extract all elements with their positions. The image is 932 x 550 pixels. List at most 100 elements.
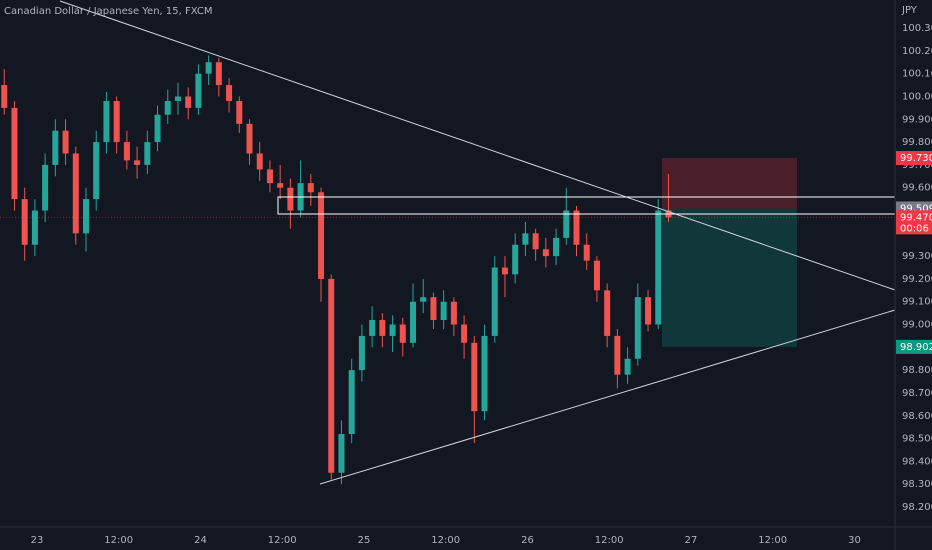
candle-body [461,324,468,343]
price-label: 99.730 [900,153,932,164]
y-tick-label: 98.500 [902,434,932,445]
candles [1,55,672,485]
y-tick-label: 98.800 [902,365,932,376]
candle-body [512,244,519,275]
stop-zone [662,158,797,209]
candle-body [287,187,294,211]
candle-body [11,107,18,200]
candle-body [553,237,560,257]
candle-body [1,85,8,108]
candle-body [205,62,212,74]
candle-body [103,101,110,143]
candle-body [62,130,69,154]
candle-body [215,62,222,86]
candle-body [491,267,498,336]
candle-body [410,301,417,343]
candle-body [634,297,641,359]
candle-body [134,160,141,165]
y-tick-label: 98.600 [902,411,932,422]
candle-body [83,199,90,234]
candle-body [481,335,488,412]
candle-body [328,278,335,473]
candle-body [93,142,100,200]
candle-body [430,297,437,320]
candle-body [522,233,529,245]
candle-body [542,249,549,257]
candle-body [256,153,263,170]
y-tick-label: 98.200 [902,502,932,513]
y-tick-label: 99.800 [902,137,932,148]
y-tick-label: 99.100 [902,297,932,308]
x-tick-label: 12:00 [104,535,133,546]
candle-body [583,244,590,261]
candle-body [164,101,171,115]
currency-label: JPY [901,5,918,16]
candle-body [593,260,600,291]
x-tick-label: 12:00 [595,535,624,546]
candle-body [358,335,365,371]
price-label: 99.470 [900,212,932,223]
y-tick-label: 98.400 [902,456,932,467]
candle-body [399,324,406,343]
x-tick-label: 26 [521,535,534,546]
candle-body [420,297,427,302]
x-tick-label: 25 [358,535,371,546]
countdown-label: 00:06 [900,223,929,234]
y-tick-label: 99.200 [902,274,932,285]
x-tick-label: 23 [31,535,44,546]
y-tick-label: 100.000 [902,91,932,102]
y-tick-label: 100.300 [902,23,932,34]
y-tick-label: 100.200 [902,46,932,57]
y-tick-label: 99.900 [902,114,932,125]
x-tick-label: 12:00 [431,535,460,546]
candle-body [72,153,79,234]
candle-body [655,210,662,325]
candle-body [113,101,120,143]
candle-body [154,114,161,143]
candle-body [318,192,325,279]
y-tick-label: 98.700 [902,388,932,399]
y-tick-label: 99.300 [902,251,932,262]
candle-body [624,358,631,375]
candle-body [379,319,386,336]
price-label: 98.902 [900,342,932,353]
overlays [59,0,896,485]
trend-line [59,0,896,291]
price-label-box [896,339,932,354]
y-tick-label: 98.300 [902,479,932,490]
trend-line [319,309,896,485]
x-tick-label: 30 [848,535,861,546]
candle-body [471,342,478,412]
y-tick-label: 99.000 [902,320,932,331]
x-tick-label: 12:00 [758,535,787,546]
target-zone [662,208,797,347]
candle-body [21,199,28,245]
candle-body [144,142,151,165]
candle-body [614,335,621,375]
candle-body [307,183,314,193]
price-label-box [896,210,932,235]
drawings [0,158,895,347]
y-tick-label: 99.700 [902,160,932,171]
candle-body [236,101,243,124]
candle-body [266,169,273,184]
candle-body [573,210,580,245]
price-label-box [896,151,932,166]
x-tick-label: 27 [685,535,698,546]
candle-body [389,324,396,336]
candle-body [195,73,202,108]
candle-body [450,301,457,325]
candle-body [348,370,355,435]
candle-body [174,96,181,102]
candle-body [338,434,345,473]
x-tick-label: 24 [194,535,207,546]
candle-body [226,85,233,102]
candle-body [440,301,447,320]
candle-body [369,319,376,336]
price-label: 99.509 [900,203,932,214]
candle-body [532,233,539,250]
chart-title: Canadian Dollar / Japanese Yen, 15, FXCM [4,6,212,17]
candle-body [31,210,38,245]
